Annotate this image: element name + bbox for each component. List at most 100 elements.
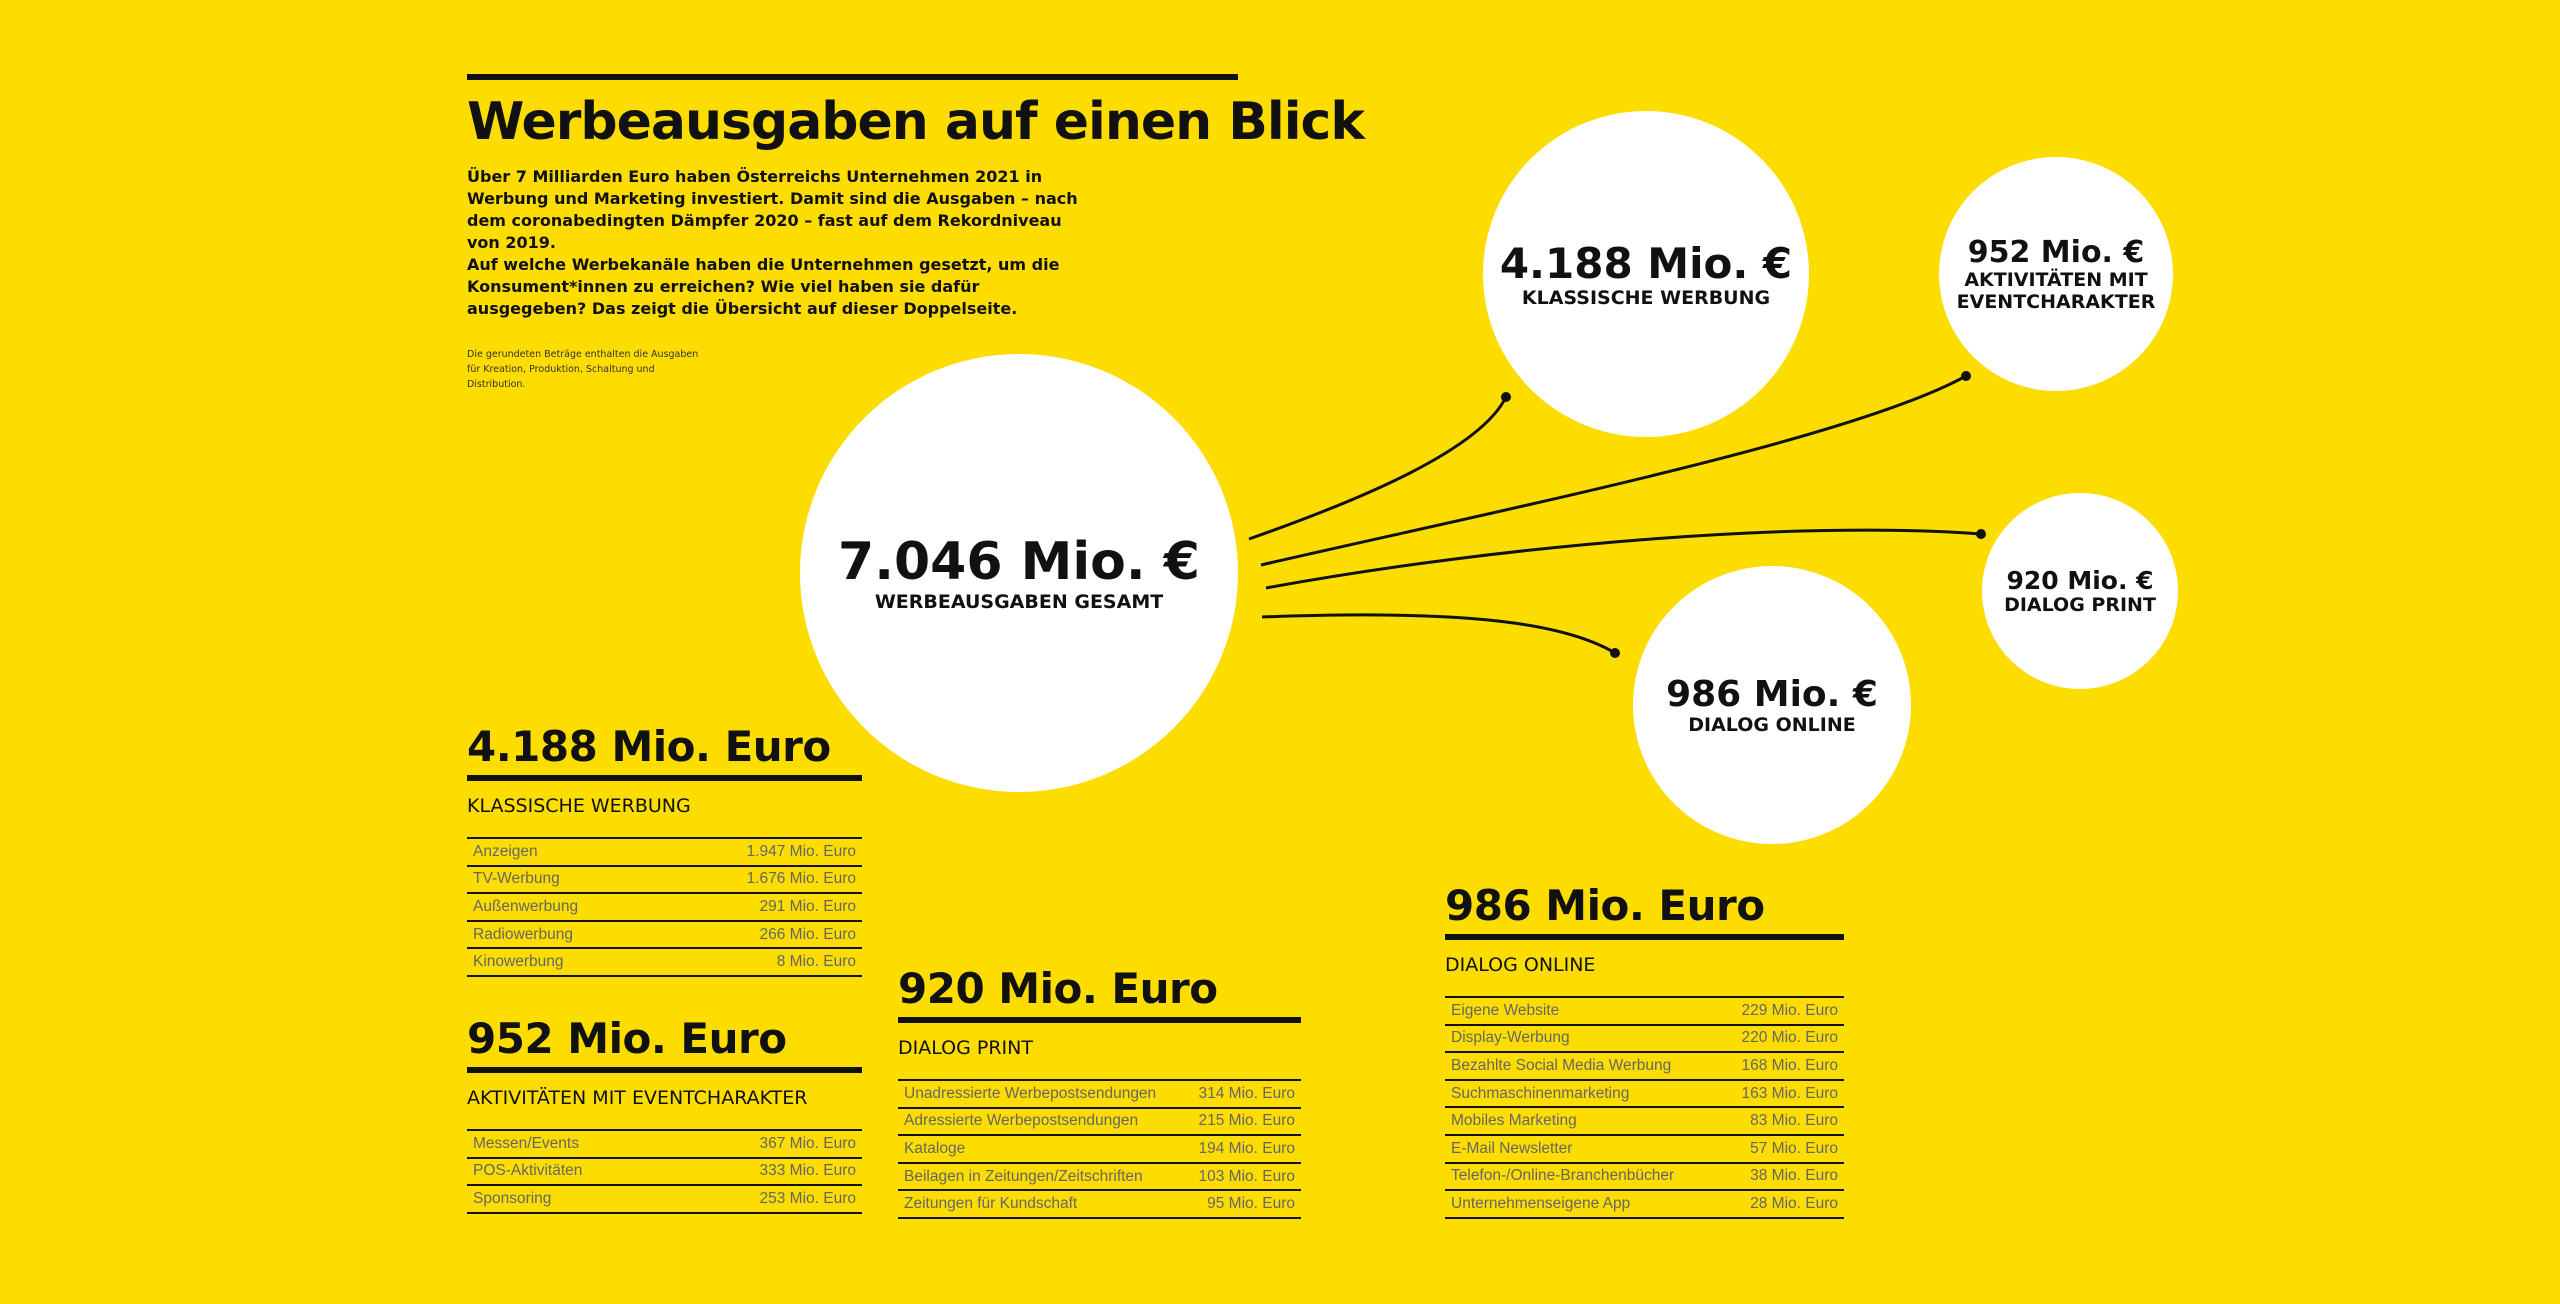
row-value: 266 Mio. Euro	[759, 925, 857, 943]
section-rule	[1445, 934, 1844, 940]
row-label: Kataloge	[904, 1139, 966, 1157]
footnote: Die gerundeten Beträge enthalten die Aus…	[467, 349, 699, 390]
table-row: Außenwerbung 291 Mio. Euro	[467, 894, 862, 922]
table: Eigene Website 229 Mio. Euro Display-Werbu…	[1445, 996, 1844, 1219]
section: 952 Mio. Euro AKTIVITÄTEN MIT EVENTCHARAK…	[467, 1014, 862, 1214]
table-row: Unternehmenseigene App 28 Mio. Euro	[1445, 1191, 1844, 1219]
table-row: Telefon-/Online-Branchenbücher 38 Mio. Eu…	[1445, 1164, 1844, 1192]
row-label: Display-Werbung	[1451, 1029, 1570, 1047]
row-label: Außenwerbung	[473, 897, 579, 915]
table-row: Radiowerbung 266 Mio. Euro	[467, 922, 862, 950]
table-row: E-Mail Newsletter 57 Mio. Euro	[1445, 1136, 1844, 1164]
intro-paragraph: Über 7 Milliarden Euro haben Österreichs…	[467, 167, 1078, 252]
row-value: 57 Mio. Euro	[1750, 1139, 1838, 1157]
connector-dot	[1501, 392, 1511, 402]
connector	[1261, 613, 1616, 655]
table-row: Bezahlte Social Media Werbung 168 Mio. Eu…	[1445, 1053, 1844, 1081]
table: Anzeigen 1.947 Mio. Euro TV-Werbung 1.676 M…	[467, 837, 862, 977]
row-label: Anzeigen	[473, 842, 538, 860]
row-label: Zeitungen für Kundschaft	[904, 1195, 1078, 1213]
row-label: Bezahlte Social Media Werbung	[1451, 1056, 1672, 1074]
row-value: 103 Mio. Euro	[1198, 1167, 1296, 1185]
row-value: 367 Mio. Euro	[759, 1134, 857, 1152]
row-value: 253 Mio. Euro	[759, 1189, 857, 1207]
section-rule	[898, 1017, 1301, 1023]
row-label: Telefon-/Online-Branchenbücher	[1451, 1167, 1675, 1185]
bubble-label: WERBEAUSGABEN GESAMT	[874, 591, 1164, 614]
row-label: Mobiles Marketing	[1451, 1112, 1577, 1130]
row-label: E-Mail Newsletter	[1451, 1139, 1573, 1157]
bubble-amount: 986 Mio. €	[1666, 673, 1878, 715]
row-label: Sponsoring	[473, 1189, 552, 1207]
row-label: Beilagen in Zeitungen/Zeitschriften	[904, 1167, 1143, 1185]
row-label: Eigene Website	[1451, 1001, 1560, 1019]
row-label: TV-Werbung	[473, 870, 560, 888]
row-label: Unternehmenseigene App	[1451, 1194, 1631, 1212]
row-label: Adressierte Werbepostsendungen	[904, 1112, 1139, 1130]
row-label: Radiowerbung	[473, 925, 573, 943]
bubble-label: AKTIVITÄTEN MIT EVENTCHARAKTER	[1956, 268, 2156, 313]
bubble: 986 Mio. € DIALOG ONLINE	[1633, 566, 1911, 844]
row-value: 1.676 Mio. Euro	[746, 870, 856, 888]
table-row: Messen/Events 367 Mio. Euro	[467, 1131, 862, 1159]
row-value: 1.947 Mio. Euro	[746, 842, 856, 860]
table-row: Unadressierte Werbepostsendungen 314 Mio.…	[898, 1081, 1301, 1109]
row-label: POS-Aktivitäten	[473, 1162, 583, 1180]
connector	[1260, 374, 1967, 567]
table-row: Anzeigen 1.947 Mio. Euro	[467, 839, 862, 867]
section-amount: 4.188 Mio. Euro	[467, 722, 831, 771]
section-rule	[467, 775, 862, 781]
table-row: POS-Aktivitäten 333 Mio. Euro	[467, 1159, 862, 1187]
table-row: Eigene Website 229 Mio. Euro	[1445, 998, 1844, 1026]
title: Werbeausgaben auf einen Blick	[467, 74, 1365, 152]
bubble-label: KLASSISCHE WERBUNG	[1521, 286, 1771, 309]
section: 920 Mio. Euro DIALOG PRINT Unadressierte W…	[898, 964, 1301, 1219]
row-value: 83 Mio. Euro	[1750, 1112, 1838, 1130]
row-value: 163 Mio. Euro	[1741, 1084, 1839, 1102]
table: Unadressierte Werbepostsendungen 314 Mio.…	[898, 1079, 1301, 1219]
row-value: 220 Mio. Euro	[1741, 1029, 1839, 1047]
row-label: Kinowerbung	[473, 953, 564, 971]
section-title: KLASSISCHE WERBUNG	[467, 795, 691, 817]
row-value: 333 Mio. Euro	[759, 1162, 857, 1180]
connector	[1248, 396, 1508, 541]
bubble-amount: 952 Mio. €	[1967, 234, 2145, 270]
row-value: 28 Mio. Euro	[1750, 1194, 1838, 1212]
connector-dot	[1976, 529, 1986, 539]
table-row: Display-Werbung 220 Mio. Euro	[1445, 1026, 1844, 1054]
row-value: 95 Mio. Euro	[1207, 1195, 1295, 1213]
intro-paragraph: Auf welche Werbekanäle haben die Unterne…	[467, 255, 1060, 318]
row-value: 229 Mio. Euro	[1741, 1001, 1839, 1019]
connector-dot	[1961, 371, 1971, 381]
table: Messen/Events 367 Mio. Euro POS-Aktivitäte…	[467, 1129, 862, 1214]
table-row: TV-Werbung 1.676 Mio. Euro	[467, 867, 862, 895]
row-value: 168 Mio. Euro	[1741, 1056, 1839, 1074]
connector-dot	[1610, 648, 1620, 658]
section-title: DIALOG PRINT	[898, 1037, 1033, 1059]
section: 4.188 Mio. Euro KLASSISCHE WERBUNG Anzeige…	[467, 722, 862, 977]
table-row: Suchmaschinenmarketing 163 Mio. Euro	[1445, 1081, 1844, 1109]
table-row: Kinowerbung 8 Mio. Euro	[467, 949, 862, 977]
row-value: 194 Mio. Euro	[1198, 1139, 1296, 1157]
row-label: Suchmaschinenmarketing	[1451, 1084, 1630, 1102]
section-amount: 952 Mio. Euro	[467, 1014, 787, 1063]
section-rule	[467, 1067, 862, 1073]
section-amount: 920 Mio. Euro	[898, 964, 1218, 1013]
bubble: 4.188 Mio. € KLASSISCHE WERBUNG	[1483, 111, 1809, 437]
bubble: 7.046 Mio. € WERBEAUSGABEN GESAMT	[800, 354, 1238, 792]
bubble-amount: 4.188 Mio. €	[1499, 238, 1793, 288]
bubble: 952 Mio. € AKTIVITÄTEN MIT EVENTCHARAKTER	[1939, 157, 2173, 391]
table-row: Beilagen in Zeitungen/Zeitschriften 103 M…	[898, 1164, 1301, 1192]
bubble-amount: 920 Mio. €	[2006, 565, 2154, 595]
row-value: 38 Mio. Euro	[1750, 1167, 1838, 1185]
row-value: 291 Mio. Euro	[759, 897, 857, 915]
table-row: Kataloge 194 Mio. Euro	[898, 1136, 1301, 1164]
row-value: 215 Mio. Euro	[1198, 1112, 1296, 1130]
row-label: Unadressierte Werbepostsendungen	[904, 1084, 1157, 1102]
section-title: AKTIVITÄTEN MIT EVENTCHARAKTER	[467, 1087, 808, 1109]
bubble-amount: 7.046 Mio. €	[838, 532, 1200, 593]
section-title: DIALOG ONLINE	[1445, 954, 1596, 976]
bubble-label: DIALOG PRINT	[2004, 593, 2156, 616]
